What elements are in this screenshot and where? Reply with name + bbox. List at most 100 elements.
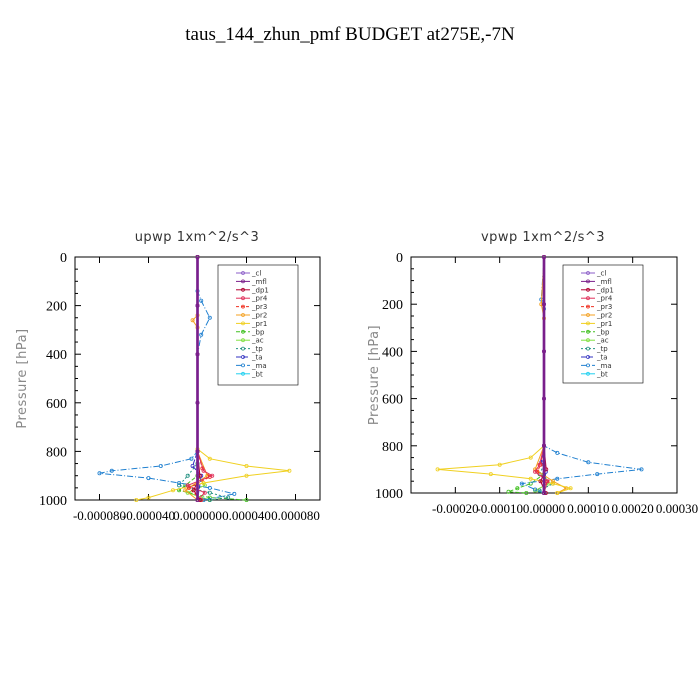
data-point-mfl <box>195 400 200 405</box>
vpwp-panel: vpwp 1xm^2/s^3 Pressure [hPa] 0 200 400 600 80… <box>367 230 698 516</box>
data-point-bp <box>506 489 511 494</box>
data-point-pr1 <box>528 476 533 481</box>
figure-title: taus_144_zhun_pmf BUDGET at275E,-7N <box>185 24 515 45</box>
series-line-tp <box>178 257 229 501</box>
x-tick-label: -0.000040 <box>122 508 175 523</box>
upwp-panel: upwp 1xm^2/s^3 Pressure [hPa] 0 200 400 600 80… <box>15 230 321 523</box>
panel-title: upwp 1xm^2/s^3 <box>135 230 260 245</box>
legend-label: _cl <box>251 270 261 278</box>
legend-marker <box>241 287 245 292</box>
y-axis-label: Pressure [hPa] <box>367 325 382 425</box>
x-tick-label: 0.000000 <box>173 508 222 523</box>
legend-box <box>562 264 644 384</box>
legend-label: _cl <box>596 270 606 278</box>
data-point-tp <box>226 495 231 500</box>
legend-marker <box>241 338 245 343</box>
data-point-pr4 <box>210 473 215 478</box>
legend-marker <box>241 304 245 309</box>
x-tick-label: 0.00020 <box>612 501 654 516</box>
legend-marker <box>241 355 245 359</box>
y-tick-label: 0 <box>60 251 67 266</box>
legend-label: _dp1 <box>251 286 269 294</box>
legend-label: _pr3 <box>251 303 267 311</box>
data-point-pr4 <box>202 490 207 495</box>
data-point-ma <box>199 298 204 303</box>
y-tick-label: 600 <box>46 397 67 412</box>
legend-marker <box>586 296 590 301</box>
x-tick-label: 0.00030 <box>656 501 698 516</box>
x-tick-label: 0.000080 <box>271 508 320 523</box>
data-point-pr1 <box>207 456 212 461</box>
data-point-ma <box>555 476 560 481</box>
legend-marker <box>586 313 590 317</box>
data-point-pr1 <box>488 472 493 477</box>
data-point-ma <box>207 485 212 490</box>
data-point-pr1 <box>170 488 175 493</box>
data-point-pr1 <box>435 467 440 472</box>
legend-marker <box>241 271 245 275</box>
data-point-mfl <box>195 497 200 502</box>
data-point-pr4 <box>545 479 550 484</box>
data-point-mfl <box>195 352 200 357</box>
legend-label: _pr3 <box>596 303 612 311</box>
y-tick-label: 200 <box>382 298 403 313</box>
data-point-ma <box>207 315 212 320</box>
legend-marker <box>586 363 590 368</box>
data-point-mfl <box>195 303 200 308</box>
data-point-mfl <box>542 302 547 307</box>
legend-label: _pr4 <box>251 295 268 303</box>
series-line-pr1 <box>437 257 573 494</box>
data-point-ma <box>586 460 591 465</box>
legend-label: _mfl <box>596 278 612 286</box>
data-point-pr1 <box>201 480 206 485</box>
data-point-mfl <box>542 349 547 354</box>
legend-marker <box>241 296 245 301</box>
legend-label: _bt <box>251 370 263 378</box>
legend-marker <box>586 346 590 351</box>
x-tick-label: -0.000080 <box>73 508 126 523</box>
data-point-ta <box>190 463 195 468</box>
data-point-tp <box>207 490 212 495</box>
y-axis-label: Pressure [hPa] <box>15 328 30 428</box>
data-point-pr4 <box>537 462 542 467</box>
legend-box <box>217 264 299 386</box>
data-point-mfl <box>195 449 200 454</box>
y-tick-label: 1000 <box>39 494 67 509</box>
legend-label: _pr1 <box>251 320 267 328</box>
legend-label: _ta <box>251 354 263 362</box>
series-line-ma <box>99 257 235 501</box>
legend-marker <box>586 321 590 326</box>
data-point-mfl <box>195 254 200 259</box>
data-point-ma <box>519 481 524 486</box>
data-point-pr1 <box>244 473 249 478</box>
data-point-tp <box>537 488 542 493</box>
legend-marker <box>586 329 590 334</box>
data-point-dp1 <box>538 479 543 484</box>
data-point-ma <box>177 480 182 485</box>
data-point-ma <box>146 476 151 481</box>
data-point-mfl <box>542 490 547 495</box>
data-point-ma <box>199 332 204 337</box>
legend-label: _pr1 <box>596 320 612 328</box>
legend-marker <box>586 287 590 292</box>
legend-marker <box>241 279 245 284</box>
legend-label: _pr4 <box>596 295 613 303</box>
data-point-pr4 <box>185 483 190 488</box>
legend-label: _pr2 <box>596 312 612 320</box>
data-point-ma <box>555 450 560 455</box>
data-point-bp <box>515 486 520 491</box>
data-point-ma <box>232 491 237 496</box>
series-line-pr2 <box>534 256 568 494</box>
data-point-pr4 <box>201 468 206 473</box>
y-tick-label: 400 <box>382 345 403 360</box>
data-point-tp <box>185 473 190 478</box>
data-point-pr1 <box>134 497 139 502</box>
y-tick-label: 800 <box>46 445 67 460</box>
legend-marker <box>241 371 245 376</box>
data-point-pr1 <box>287 468 292 473</box>
y-tick-label: 0 <box>396 251 403 266</box>
legend-label: _ma <box>251 362 267 370</box>
legend-label: _tp <box>596 345 608 353</box>
series-line-pr4 <box>186 257 214 501</box>
